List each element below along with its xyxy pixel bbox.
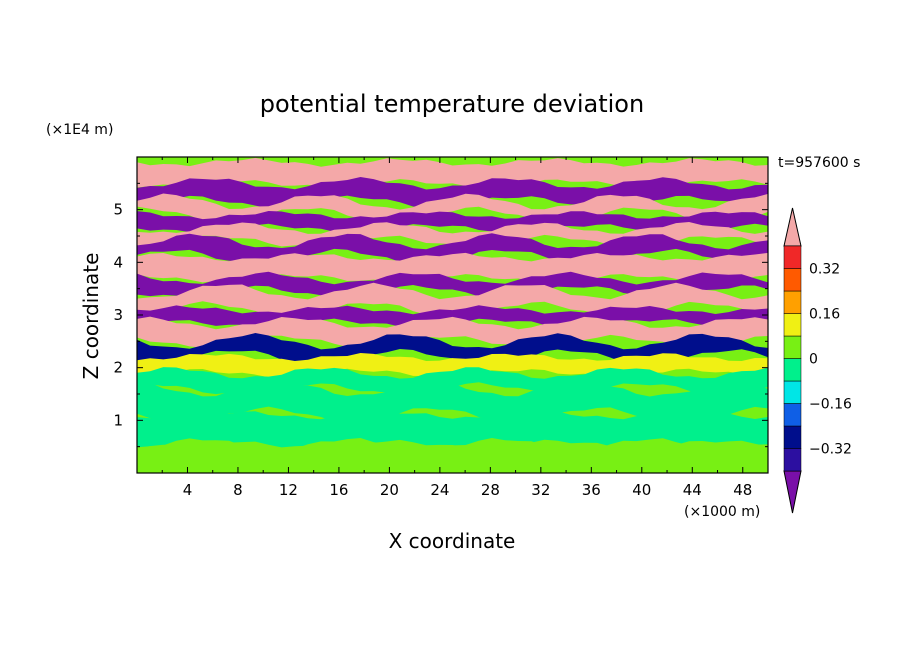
y-tick-label: 2	[113, 359, 123, 377]
y-axis-label: Z coordinate	[79, 253, 103, 380]
heatmap-field	[137, 157, 768, 473]
field-layer	[137, 252, 768, 283]
x-tick-label: 32	[531, 481, 550, 499]
field-layer	[137, 410, 768, 449]
colorbar-min-triangle	[783, 470, 802, 514]
x-tick-label: 40	[632, 481, 651, 499]
x-axis-label: X coordinate	[389, 529, 516, 553]
colorbar-swatch	[783, 335, 802, 359]
colorbar-max-triangle	[783, 207, 802, 247]
colorbar-swatch	[783, 448, 802, 472]
colorbar-swatch	[783, 268, 802, 292]
field-layer	[137, 271, 768, 298]
colorbar-label: 0	[809, 352, 818, 368]
y-tick-label: 3	[113, 306, 123, 324]
colorbar-swatch	[783, 358, 802, 382]
y-tick-label: 1	[113, 411, 123, 429]
y-axis: 1 2 3 4 5	[113, 182, 768, 448]
colorbar-swatch	[783, 290, 802, 314]
x-tick-label: 4	[183, 481, 193, 499]
x-tick-label: 48	[733, 481, 752, 499]
colorbar-swatch	[783, 403, 802, 427]
colorbar: 0.32 0.16 0 −0.16 −0.32	[783, 207, 852, 514]
field-layer	[137, 438, 768, 473]
chart-title: potential temperature deviation	[260, 90, 644, 118]
field-layer	[137, 316, 768, 348]
x-tick-label: 24	[430, 481, 449, 499]
colorbar-label: −0.32	[809, 442, 852, 458]
x-tick-label: 8	[233, 481, 243, 499]
field-layer	[137, 380, 768, 424]
x-tick-label: 12	[279, 481, 298, 499]
field-layer	[137, 211, 768, 233]
x-axis: 4 8 12 16 20 24 28 32 36 40 44 48	[161, 157, 752, 499]
colorbar-swatch	[783, 245, 802, 269]
x-tick-label: 36	[582, 481, 601, 499]
colorbar-label: −0.16	[809, 397, 852, 413]
field-layer	[137, 333, 768, 366]
colorbar-label: 0.16	[809, 307, 840, 323]
colorbar-swatch	[783, 425, 802, 449]
x-tick-label: 28	[481, 481, 500, 499]
time-label: t=957600 s	[778, 155, 860, 171]
x-tick-label: 20	[380, 481, 399, 499]
y-unit-label: (×1E4 m)	[46, 122, 113, 138]
field-layer	[137, 193, 768, 223]
colorbar-swatch	[783, 313, 802, 337]
y-tick-label: 5	[113, 201, 123, 219]
field-layer	[137, 367, 768, 395]
x-unit-label: (×1000 m)	[684, 504, 760, 520]
y-tick-label: 4	[113, 253, 123, 271]
x-tick-label: 44	[683, 481, 702, 499]
colorbar-swatch	[783, 380, 802, 404]
colorbar-label: 0.32	[809, 262, 840, 278]
field-layer	[137, 157, 768, 188]
x-tick-label: 16	[329, 481, 348, 499]
